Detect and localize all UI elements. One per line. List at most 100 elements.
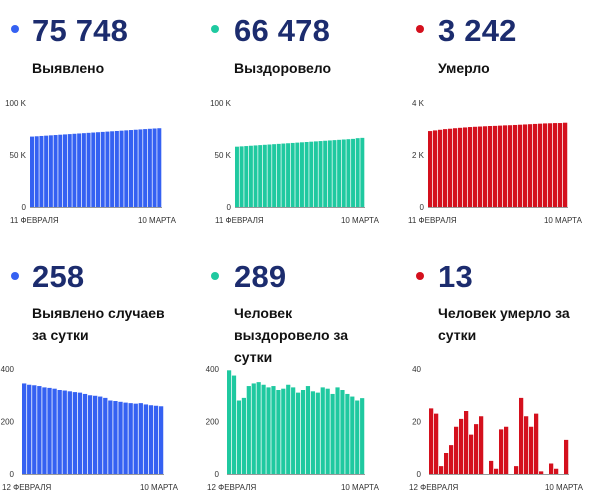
bar bbox=[241, 397, 246, 475]
bar bbox=[276, 143, 281, 207]
bar bbox=[305, 386, 311, 474]
bar bbox=[266, 387, 271, 475]
bar bbox=[244, 146, 249, 207]
bar bbox=[443, 129, 448, 207]
x-start-label: 12 ФЕВРАЛЯ bbox=[2, 483, 51, 492]
bar bbox=[103, 397, 108, 475]
bar bbox=[77, 133, 82, 207]
bar bbox=[286, 384, 291, 474]
series-color-dot bbox=[211, 25, 219, 33]
bar bbox=[87, 395, 93, 474]
bar bbox=[438, 129, 443, 207]
bar bbox=[433, 130, 438, 207]
bar bbox=[304, 142, 309, 207]
stat-value: 258 bbox=[32, 259, 85, 294]
bar bbox=[281, 388, 286, 474]
bar bbox=[82, 393, 88, 474]
y-tick-label: 400 bbox=[1, 365, 15, 374]
bar bbox=[563, 122, 568, 207]
x-end-label: 10 МАРТА bbox=[544, 216, 583, 225]
bar bbox=[508, 125, 513, 207]
bar bbox=[458, 127, 463, 207]
x-end-label: 10 МАРТА bbox=[545, 483, 584, 492]
bar bbox=[332, 140, 337, 207]
bar bbox=[133, 403, 138, 474]
y-tick-label: 0 bbox=[215, 470, 220, 479]
bar bbox=[138, 403, 143, 475]
bar bbox=[105, 131, 110, 207]
bar bbox=[468, 127, 473, 207]
bar bbox=[360, 398, 365, 474]
x-start-label: 11 ФЕВРАЛЯ bbox=[10, 216, 59, 225]
bar bbox=[429, 408, 434, 475]
stat-label: Умерло bbox=[438, 60, 490, 76]
bar bbox=[296, 392, 301, 475]
bar bbox=[539, 471, 544, 475]
bar bbox=[469, 434, 474, 475]
bar bbox=[291, 387, 296, 475]
bar bbox=[22, 383, 27, 474]
stat-value: 289 bbox=[234, 259, 287, 294]
bar bbox=[108, 400, 113, 474]
bar bbox=[449, 445, 454, 475]
bar bbox=[256, 382, 261, 475]
series-color-dot bbox=[11, 272, 19, 280]
bar bbox=[261, 384, 266, 474]
bar bbox=[258, 145, 263, 207]
bar bbox=[286, 143, 291, 207]
bar bbox=[227, 370, 232, 474]
bar bbox=[231, 375, 237, 474]
bar bbox=[246, 386, 251, 474]
bar bbox=[123, 402, 128, 474]
bar bbox=[72, 392, 78, 474]
bar bbox=[464, 411, 469, 474]
bar bbox=[281, 143, 286, 207]
x-end-label: 10 МАРТА bbox=[140, 483, 179, 492]
bar bbox=[143, 404, 149, 474]
series-color-dot bbox=[416, 25, 424, 33]
y-tick-label: 200 bbox=[206, 418, 220, 427]
bar bbox=[91, 132, 96, 207]
bar bbox=[313, 141, 318, 207]
bar bbox=[267, 144, 272, 207]
bar bbox=[350, 396, 355, 474]
bar bbox=[114, 130, 119, 207]
bar bbox=[498, 125, 503, 207]
bar bbox=[558, 123, 563, 207]
bar bbox=[158, 406, 164, 474]
x-end-label: 10 МАРТА bbox=[341, 216, 380, 225]
y-tick-label: 20 bbox=[412, 418, 421, 427]
y-tick-label: 0 bbox=[22, 203, 27, 212]
bar bbox=[124, 130, 129, 207]
bar bbox=[360, 137, 365, 207]
bar bbox=[355, 138, 360, 207]
bar bbox=[34, 136, 39, 207]
bar bbox=[564, 439, 569, 475]
x-end-label: 10 МАРТА bbox=[138, 216, 177, 225]
stat-value: 13 bbox=[438, 259, 473, 294]
bar bbox=[499, 429, 504, 475]
bar bbox=[454, 426, 459, 474]
bar bbox=[262, 144, 267, 207]
bar bbox=[519, 397, 524, 475]
bar bbox=[30, 136, 35, 207]
bar bbox=[330, 393, 335, 474]
bar bbox=[538, 123, 543, 207]
bar bbox=[53, 135, 58, 207]
bar bbox=[513, 124, 518, 207]
x-start-label: 11 ФЕВРАЛЯ bbox=[408, 216, 457, 225]
bar bbox=[318, 141, 323, 207]
bar bbox=[67, 134, 72, 207]
bar bbox=[48, 135, 53, 207]
stat-value: 66 478 bbox=[234, 13, 331, 48]
y-tick-label: 50 K bbox=[10, 151, 27, 160]
bar bbox=[459, 418, 464, 475]
bar bbox=[529, 426, 534, 474]
bar bbox=[523, 124, 528, 207]
bar bbox=[236, 400, 242, 474]
bar bbox=[548, 123, 553, 207]
y-tick-label: 0 bbox=[417, 470, 422, 479]
